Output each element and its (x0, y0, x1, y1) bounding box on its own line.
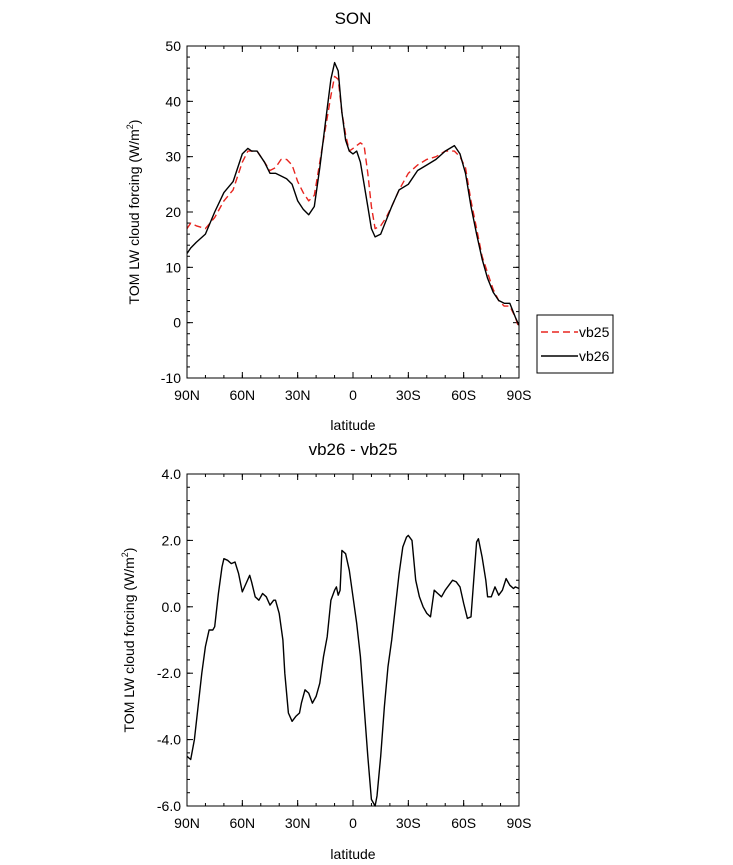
bottom-chart-y-tick-label: 2.0 (162, 532, 182, 548)
bottom-chart-series (186, 534, 520, 807)
top-chart-y-axis-label: TOM LW cloud forcing (W/m2) (125, 120, 142, 305)
bottom-chart-x-tick-label: 30N (285, 815, 311, 831)
legend-frame (536, 314, 614, 374)
bottom-chart-x-tick-label: 60N (229, 815, 255, 831)
legend-label-vb26: vb26 (579, 348, 610, 364)
top-chart-series (186, 61, 520, 329)
bottom-chart-y-tick-label: 0.0 (162, 599, 182, 615)
top-chart-x-tick-label: 90S (507, 387, 532, 403)
top-chart-y-axis-label-main: TOM LW cloud forcing (W/m (126, 129, 142, 304)
bottom-chart-y-axis-label: TOM LW cloud forcing (W/m2) (120, 548, 137, 733)
top-chart-y-tick-label: 10 (165, 259, 181, 275)
bottom-chart-y-axis-label-main: TOM LW cloud forcing (W/m (121, 557, 137, 732)
top-chart-x-tick-label: 60N (229, 387, 255, 403)
top-chart-y-tick-label: 40 (165, 93, 181, 109)
bottom-chart-x-axis-label: latitude (330, 846, 375, 862)
top-chart-y-tick-label: 50 (165, 38, 181, 54)
top-chart-y-tick-label: 20 (165, 204, 181, 220)
top-chart-x-axis-label: latitude (330, 417, 375, 433)
bottom-chart-y-tick-label: -2.0 (157, 665, 181, 681)
bottom-chart-x-tick-label: 60S (451, 815, 476, 831)
bottom-chart-plot-frame (186, 473, 520, 807)
bottom-chart-x-tick-label: 90S (507, 815, 532, 831)
bottom-chart-x-tick-label: 90N (174, 815, 200, 831)
bottom-chart-y-tick-label: -6.0 (157, 798, 181, 814)
bottom-chart-y-axis-label-sup: 2 (120, 552, 130, 557)
bottom-chart-y-tick-label: -4.0 (157, 732, 181, 748)
top-chart-plot-frame (186, 45, 520, 379)
top-chart-series-line-vb26 (186, 61, 520, 326)
legend: vb25 vb26 (536, 314, 614, 374)
top-chart-y-axis-label-end: ) (126, 120, 142, 125)
top-chart-y-tick-label: 0 (173, 315, 181, 331)
bottom-chart-x-tick-label: 30S (396, 815, 421, 831)
bottom-chart-y-tick-label: 4.0 (162, 466, 182, 482)
top-chart-y-tick-label: 30 (165, 149, 181, 165)
top-chart-series-line-vb25 (186, 75, 520, 329)
legend-label-vb25: vb25 (579, 324, 610, 340)
bottom-chart-x-tick-label: 0 (349, 815, 357, 831)
top-chart-x-tick-label: 0 (349, 387, 357, 403)
bottom-chart-y-axis-label-end: ) (121, 548, 137, 553)
top-chart-x-tick-label: 30N (285, 387, 311, 403)
top-chart-x-tick-label: 30S (396, 387, 421, 403)
top-chart-y-tick-label: -10 (161, 370, 181, 386)
top-chart-x-tick-label: 60S (451, 387, 476, 403)
bottom-chart-series-line-diff (186, 534, 520, 807)
top-chart-title: SON (335, 9, 372, 28)
top-chart-x-tick-label: 90N (174, 387, 200, 403)
bottom-chart-title: vb26 - vb25 (309, 440, 398, 459)
top-chart-y-axis-label-sup: 2 (125, 124, 135, 129)
